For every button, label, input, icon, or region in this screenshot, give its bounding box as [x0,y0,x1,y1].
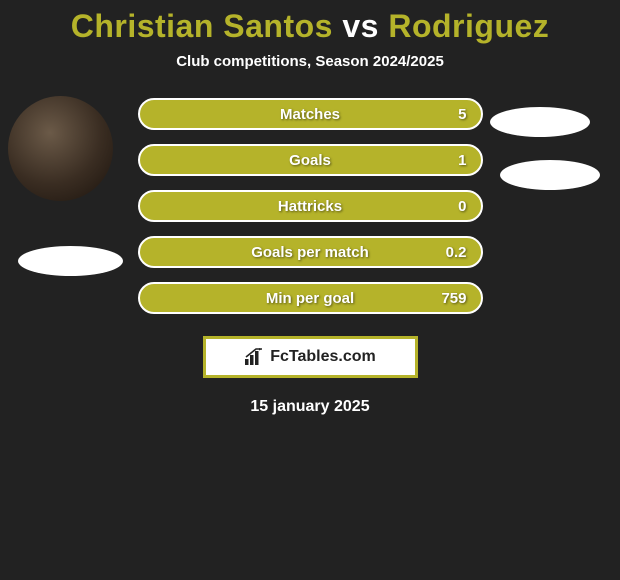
player2-ellipse-top [490,107,590,137]
page-title: Christian Santos vs Rodriguez [0,8,620,45]
stat-bar-min-per-goal: Min per goal 759 [138,282,483,314]
player1-name: Christian Santos [71,8,333,44]
date-text: 15 january 2025 [0,398,620,416]
stat-bars: Matches 5 Goals 1 Hattricks 0 Goals per … [138,98,483,314]
stat-label: Hattricks [278,198,342,215]
brand-box: FcTables.com [203,336,418,378]
stat-label: Min per goal [266,290,354,307]
stat-label: Matches [280,106,340,123]
stat-label: Goals [289,152,331,169]
stat-value: 1 [458,152,466,169]
stat-value: 759 [441,290,466,307]
stat-bar-goals: Goals 1 [138,144,483,176]
player2-name: Rodriguez [388,8,549,44]
stat-bar-goals-per-match: Goals per match 0.2 [138,236,483,268]
subtitle: Club competitions, Season 2024/2025 [0,53,620,70]
comparison-infographic: Christian Santos vs Rodriguez Club compe… [0,0,620,416]
player2-ellipse-bottom [500,160,600,190]
stat-label: Goals per match [251,244,369,261]
stat-value: 0.2 [446,244,467,261]
vs-text: vs [342,8,379,44]
player1-avatar [8,96,113,201]
main-area: Matches 5 Goals 1 Hattricks 0 Goals per … [0,98,620,416]
stat-value: 0 [458,198,466,215]
stat-bar-matches: Matches 5 [138,98,483,130]
stat-value: 5 [458,106,466,123]
bar-chart-icon [244,348,264,366]
player1-shadow-ellipse [18,246,123,276]
stat-bar-hattricks: Hattricks 0 [138,190,483,222]
brand-text: FcTables.com [270,348,376,366]
